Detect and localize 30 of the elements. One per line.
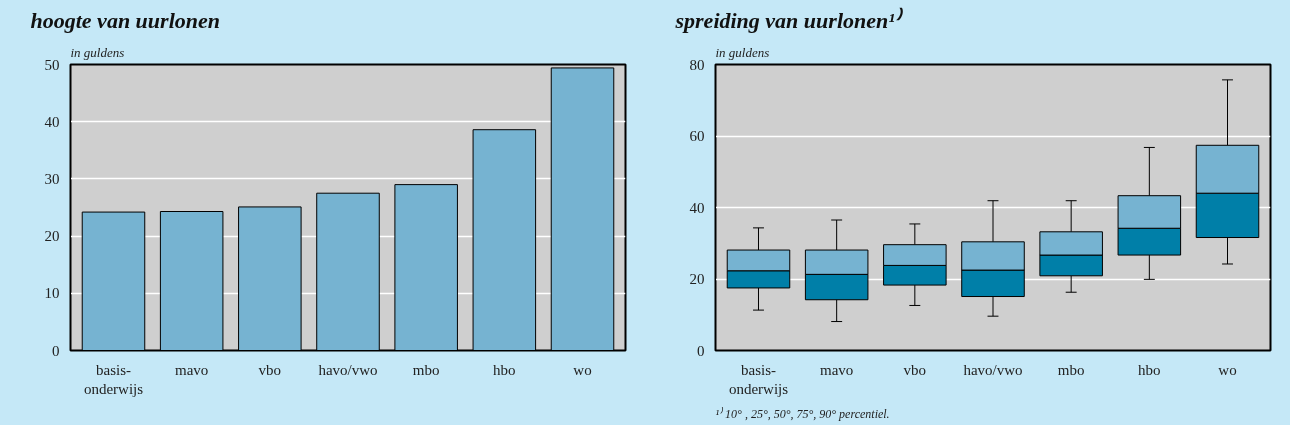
y-tick-label: 10 — [44, 285, 60, 302]
chart-title: spreiding van uurlonen¹⁾ — [674, 6, 903, 33]
x-tick-label: basis-onderwijs — [728, 361, 789, 397]
y-axis-title: in guldens — [70, 44, 125, 60]
x-tick-label: hbo — [1138, 361, 1161, 378]
x-tick-label: wo — [573, 361, 592, 378]
y-tick-label: 20 — [44, 228, 60, 245]
x-tick-label: vbo — [903, 361, 927, 378]
y-tick-label: 50 — [44, 56, 60, 73]
x-tick-label: vbo — [258, 361, 282, 378]
x-tick-label: havo/vwo — [963, 361, 1023, 378]
y-tick-label: 60 — [689, 128, 705, 144]
x-tick-label: mavo — [820, 361, 854, 378]
x-tick-label: havo/vwo — [318, 361, 378, 378]
y-axis-title: in guldens — [715, 44, 770, 60]
y-tick-label: 80 — [689, 56, 705, 73]
y-tick-label: 40 — [689, 199, 705, 216]
y-tick-label: 30 — [44, 170, 60, 187]
x-tick-label: hbo — [493, 361, 516, 378]
y-tick-label: 40 — [44, 113, 60, 130]
y-tick-label: 0 — [52, 342, 60, 359]
chart-title: hoogte van uurlonen — [30, 7, 220, 33]
y-tick-label: 0 — [697, 342, 705, 359]
y-tick-label: 20 — [689, 271, 705, 287]
text: ¹⁾ 10° , 25°, 50°, 75°, 90° percentiel. — [715, 406, 890, 421]
x-tick-label: mbo — [412, 361, 440, 378]
x-tick-label: mavo — [175, 361, 209, 378]
x-tick-label: basis-onderwijs — [83, 361, 144, 397]
x-tick-label: wo — [1218, 361, 1237, 378]
x-tick-label: mbo — [1057, 361, 1085, 378]
